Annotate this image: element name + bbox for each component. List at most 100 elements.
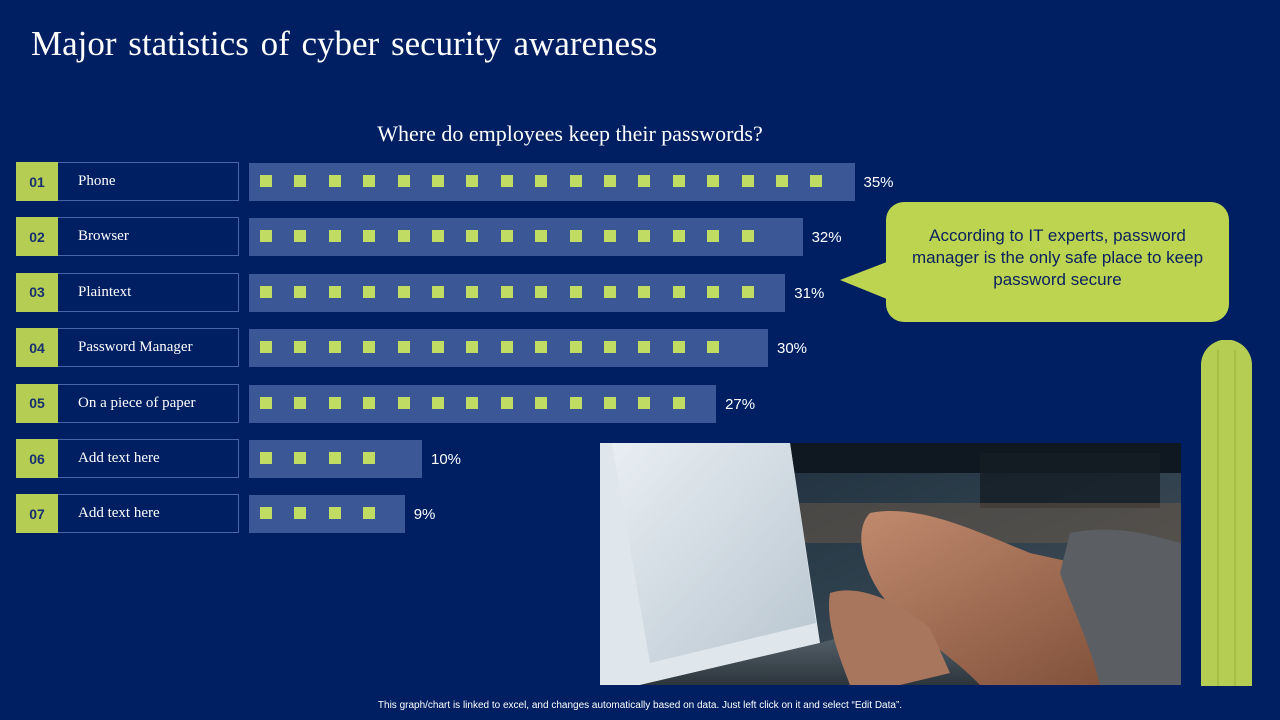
bar-marker	[638, 396, 651, 409]
bar-marker	[363, 396, 376, 409]
bar-marker	[707, 285, 720, 298]
row-number-badge: 04	[16, 328, 58, 368]
bar-marker	[294, 175, 307, 187]
bar[interactable]	[249, 329, 768, 368]
chart-title: Where do employees keep their passwords?	[377, 121, 763, 146]
bar-marker	[432, 285, 444, 298]
bar-marker	[466, 341, 479, 354]
bar-marker	[363, 507, 376, 520]
bar-marker	[776, 175, 788, 187]
value-label: 32%	[811, 229, 842, 247]
bar-marker	[432, 230, 444, 243]
footer-note: This graph/chart is linked to excel, and…	[377, 700, 903, 711]
bar-marker	[466, 230, 479, 243]
bar-marker	[260, 452, 272, 464]
bar-marker	[363, 285, 376, 298]
bar-marker	[397, 175, 410, 187]
category-label: Phone	[78, 173, 116, 189]
bar-marker	[672, 230, 685, 243]
value-label: 30%	[777, 340, 808, 358]
bar-marker	[363, 175, 376, 187]
category-label: Browser	[78, 228, 129, 245]
bar-marker	[500, 175, 513, 187]
chart-row: 06 Add text here 10%	[0, 439, 1000, 479]
bar-marker	[500, 396, 513, 409]
bar-marker	[363, 341, 376, 354]
bar-marker	[500, 230, 513, 243]
bar[interactable]	[249, 273, 786, 312]
bar-marker	[569, 230, 582, 243]
bar-marker	[672, 175, 685, 187]
bar[interactable]	[249, 218, 803, 257]
callout-bubble: According to IT experts, password manage…	[886, 202, 1229, 322]
category-label: Add text here	[78, 450, 160, 466]
bar-marker	[397, 285, 410, 298]
bar[interactable]	[249, 384, 717, 423]
bar-marker	[500, 341, 513, 354]
page-title: Major statistics of cyber security aware…	[31, 24, 658, 63]
bar-marker	[328, 175, 341, 187]
bar-marker	[638, 230, 651, 243]
bar-marker	[500, 285, 513, 298]
bar-marker	[604, 285, 616, 298]
bar-marker	[294, 507, 307, 520]
callout-text: According to IT experts, password manage…	[911, 226, 1204, 289]
category-label-box: Add text here	[58, 494, 239, 534]
bar-marker	[569, 341, 582, 354]
category-label-box: Plaintext	[58, 272, 239, 312]
bar-marker	[535, 396, 548, 409]
bar[interactable]	[249, 440, 422, 478]
bar-marker	[260, 396, 272, 409]
bar-marker	[260, 507, 272, 520]
bar[interactable]	[249, 495, 405, 534]
row-number-badge: 02	[16, 217, 58, 257]
bar-marker	[328, 507, 341, 520]
row-number-badge: 05	[16, 383, 58, 423]
bar-marker	[672, 341, 685, 354]
chart-row: 07 Add text here 9%	[0, 494, 1000, 534]
row-number-badge: 07	[16, 494, 58, 534]
bar-marker	[707, 175, 720, 187]
bar-marker	[638, 175, 651, 187]
bar-marker	[741, 175, 754, 187]
category-label-box: Browser	[58, 217, 239, 257]
bar-marker	[569, 175, 582, 187]
bar-marker	[397, 230, 410, 243]
laptop-typing-photo	[600, 443, 1181, 685]
bar-marker	[363, 452, 376, 464]
bar[interactable]	[249, 163, 855, 201]
chart-row: 03 Plaintext 31%	[0, 272, 1000, 313]
bar-marker	[397, 341, 410, 354]
bar-marker	[638, 341, 651, 354]
decorative-pill	[1201, 340, 1252, 686]
bar-marker	[535, 175, 548, 187]
bar-marker	[672, 285, 685, 298]
bar-marker	[260, 341, 272, 354]
bar-marker	[604, 175, 616, 187]
bar-marker	[466, 396, 479, 409]
bar-marker	[466, 175, 479, 187]
value-label: 10%	[431, 451, 462, 468]
bar-marker	[294, 285, 307, 298]
row-number-badge: 03	[16, 272, 58, 312]
bar-marker	[328, 452, 341, 464]
bar-marker	[535, 230, 548, 243]
bar-marker	[260, 285, 272, 298]
bar-marker	[294, 341, 307, 354]
bar-marker	[604, 230, 616, 243]
value-label: 31%	[794, 284, 825, 302]
bar-marker	[604, 341, 616, 354]
category-label-box: On a piece of paper	[58, 383, 239, 423]
bar-marker	[397, 396, 410, 409]
bar-marker	[363, 230, 376, 243]
value-label: 27%	[725, 395, 756, 413]
bar-marker	[638, 285, 651, 298]
row-number-badge: 01	[16, 162, 58, 201]
bar-marker	[810, 175, 823, 187]
bar-marker	[432, 175, 444, 187]
bar-marker	[328, 341, 341, 354]
chart-row: 05 On a piece of paper 27%	[0, 383, 1000, 424]
value-label: 35%	[863, 174, 894, 191]
bar-marker	[432, 396, 444, 409]
category-label-box: Password Manager	[58, 328, 239, 368]
